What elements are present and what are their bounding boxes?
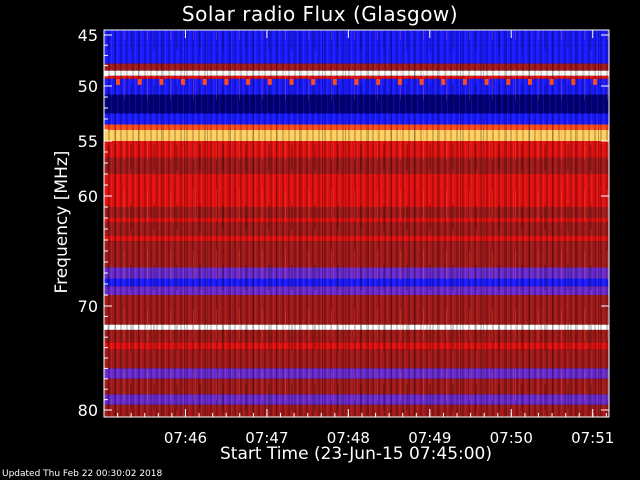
spike-mark <box>224 78 229 85</box>
spike-mark <box>528 78 532 85</box>
spike-mark <box>116 78 120 85</box>
spike-layer <box>116 78 597 85</box>
spike-mark <box>202 78 207 85</box>
y-axis: 45 50 55 60 70 80 <box>78 26 609 420</box>
spike-mark <box>549 78 554 85</box>
spike-mark <box>484 78 489 85</box>
updated-timestamp: Updated Thu Feb 22 00:30:02 2018 <box>2 469 163 479</box>
y-tick-label: 45 <box>78 26 98 45</box>
chart-title: Solar radio Flux (Glasgow) <box>181 2 459 26</box>
spike-mark <box>137 78 142 85</box>
spike-mark <box>571 78 576 85</box>
spike-mark <box>289 78 294 85</box>
y-tick-label: 55 <box>78 132 98 151</box>
spike-mark <box>311 78 316 85</box>
spike-mark <box>419 78 424 85</box>
plot-frame <box>103 29 610 418</box>
x-tick-label: 07:46 <box>164 429 207 447</box>
spike-mark <box>506 78 511 85</box>
x-tick-label: 07:50 <box>490 429 533 447</box>
spike-mark <box>332 78 337 85</box>
spike-mark <box>246 78 251 85</box>
spike-mark <box>593 78 597 85</box>
x-axis: 07:46 07:47 07:48 07:49 07:50 07:51 <box>117 30 614 447</box>
spike-mark <box>462 78 467 85</box>
y-tick-label: 80 <box>78 401 98 420</box>
x-tick-label: 07:47 <box>245 429 288 447</box>
spike-mark <box>376 78 381 85</box>
x-tick-label: 07:51 <box>571 429 614 447</box>
spike-mark <box>267 78 272 85</box>
spike-mark <box>354 78 359 85</box>
x-axis-label: Start Time (23-Jun-15 07:45:00) <box>220 444 492 464</box>
spike-mark <box>397 78 402 85</box>
y-tick-label: 60 <box>78 187 98 206</box>
spike-mark <box>441 78 446 85</box>
spike-mark <box>159 78 164 85</box>
x-tick-label: 07:49 <box>408 429 451 447</box>
streak-overlay <box>104 30 609 417</box>
y-tick-label: 70 <box>78 297 98 316</box>
y-axis-label: Frequency [MHz] <box>52 150 72 294</box>
spike-mark <box>181 78 185 85</box>
y-tick-label: 50 <box>78 77 98 96</box>
x-tick-label: 07:48 <box>327 429 370 447</box>
